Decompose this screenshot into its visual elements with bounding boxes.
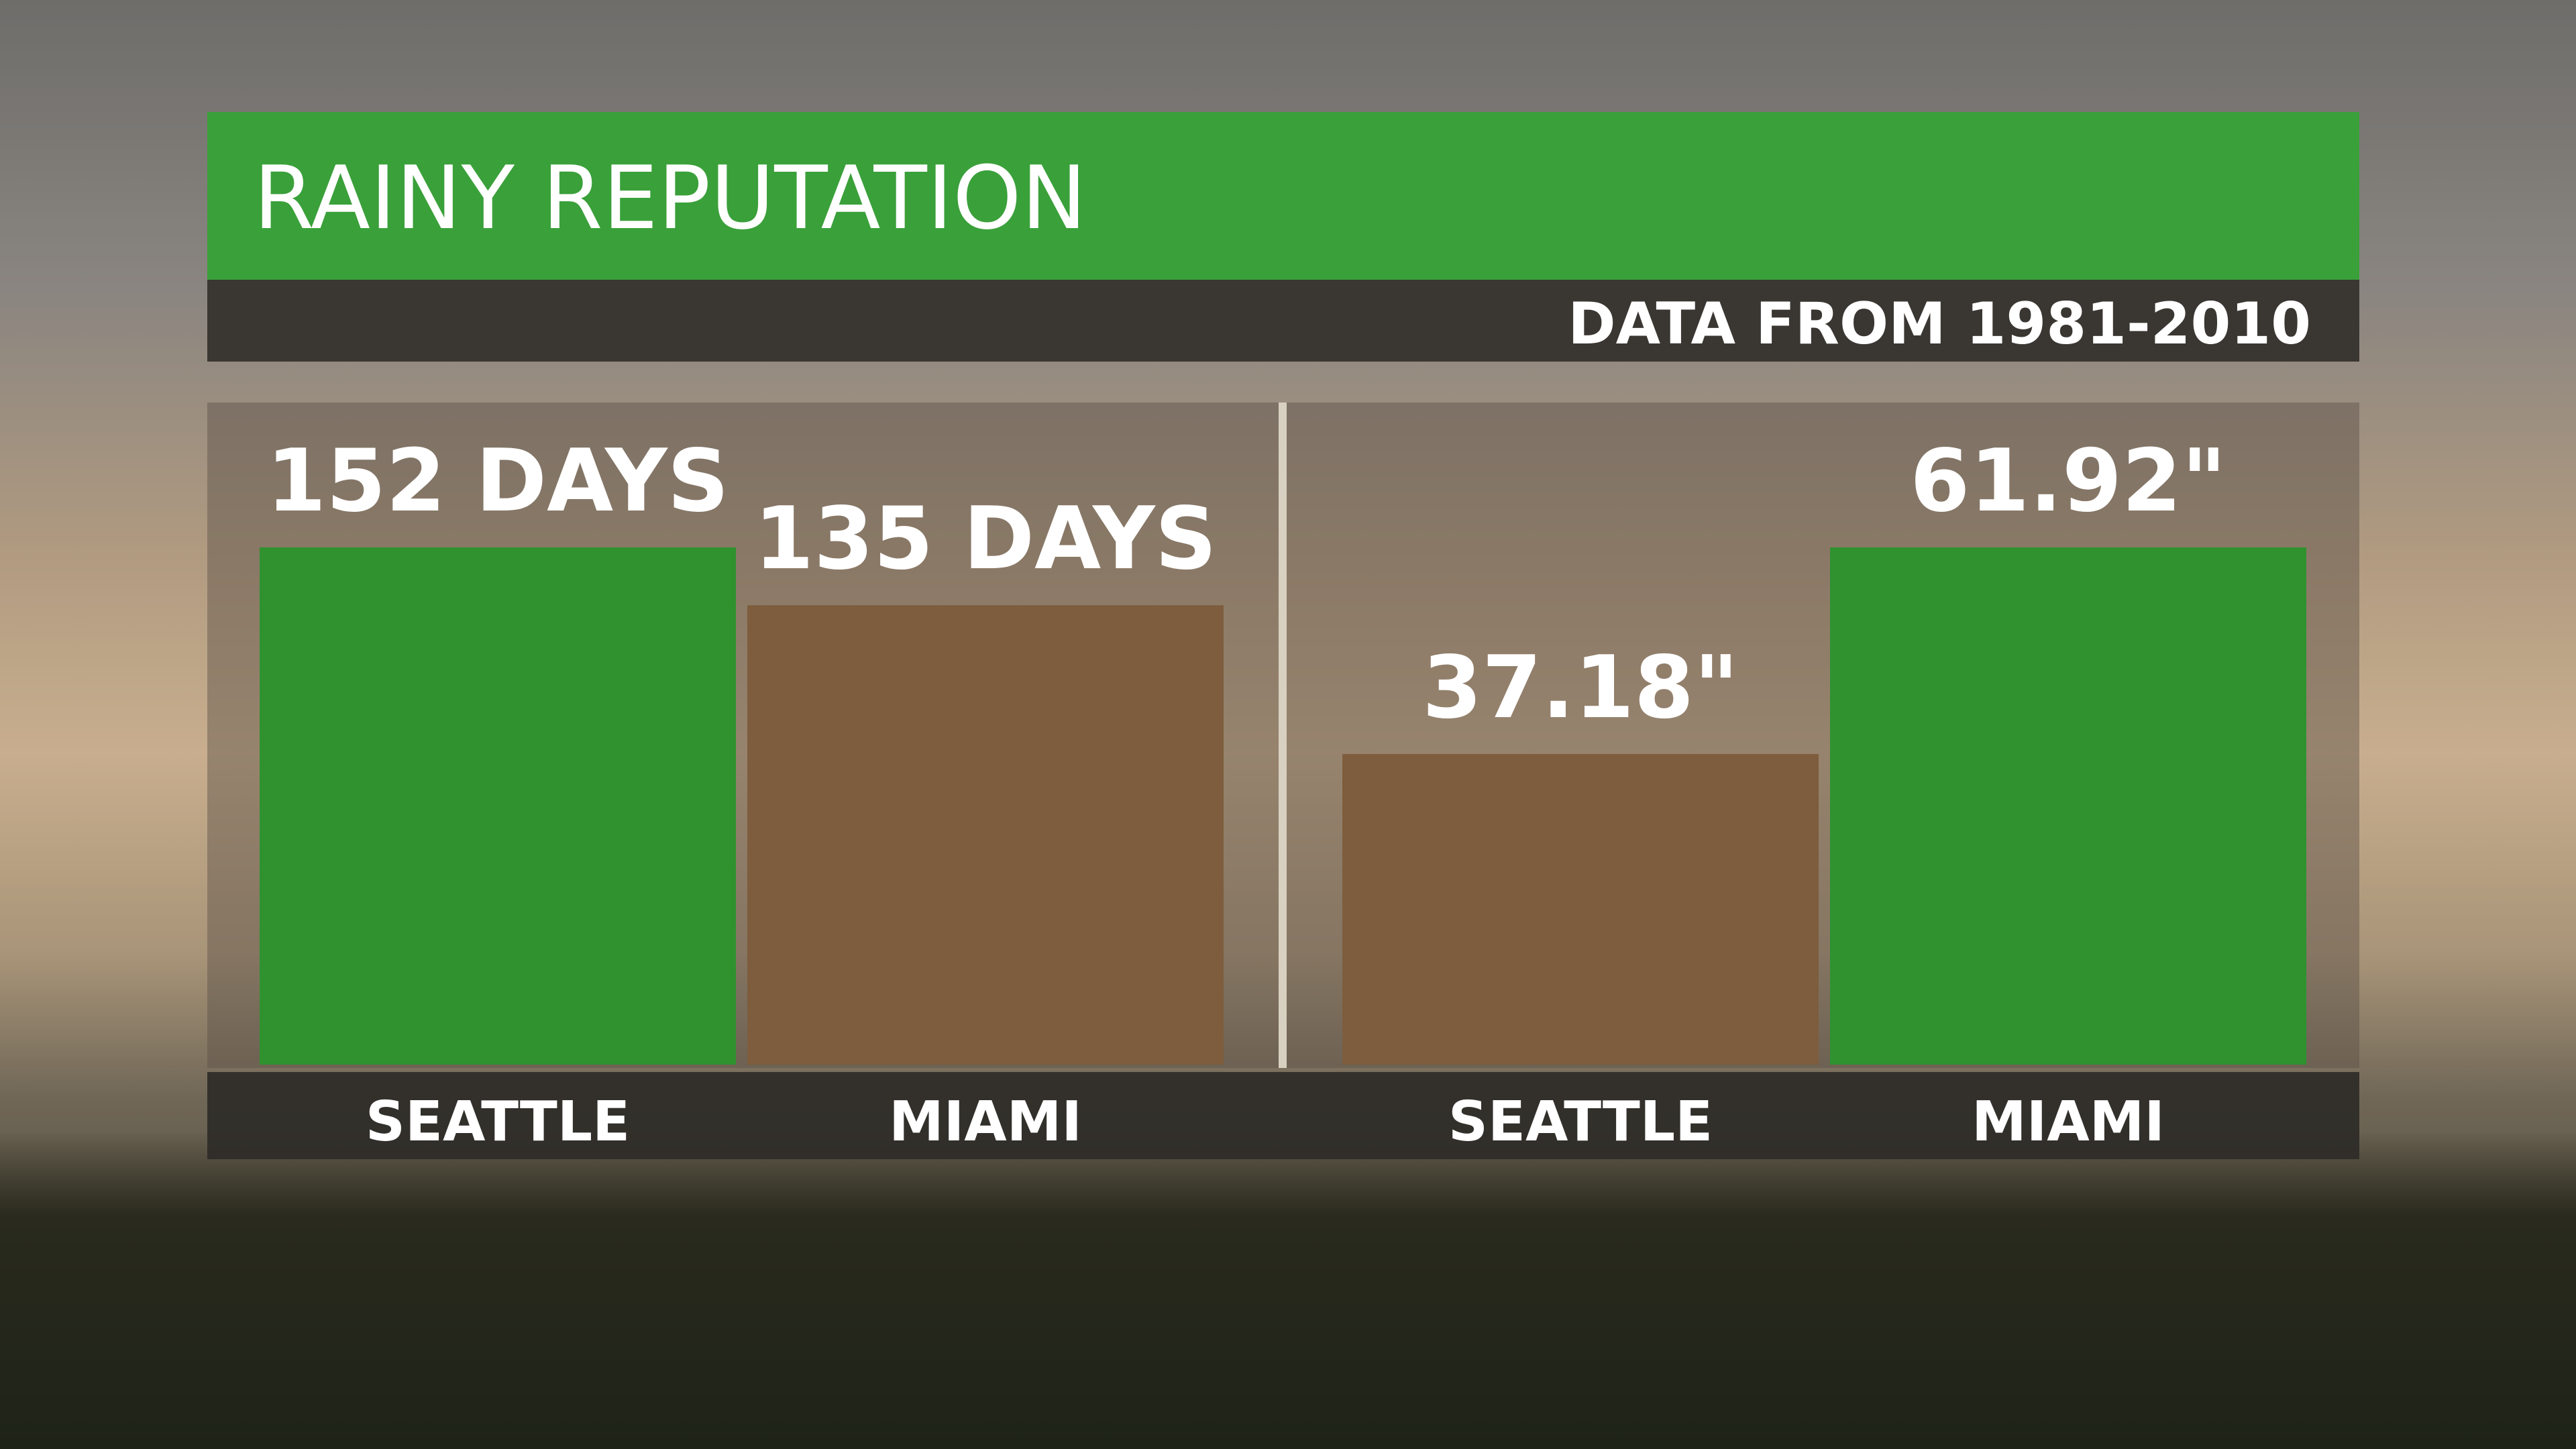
bar (260, 547, 736, 1065)
label-bar (207, 1072, 2359, 1159)
x-tick-label: MIAMI (889, 1090, 1082, 1154)
chart-subtitle: DATA FROM 1981-2010 (1568, 290, 2311, 358)
subtitle-bar (207, 280, 2359, 362)
bar (1830, 547, 2306, 1065)
divider (1279, 402, 1287, 1068)
x-tick-label: SEATTLE (1448, 1090, 1713, 1154)
title-bar (207, 112, 2359, 280)
chart-title: RAINY REPUTATION (254, 147, 1087, 249)
x-tick-label: MIAMI (1972, 1090, 2165, 1154)
x-tick-label: SEATTLE (366, 1090, 630, 1154)
value-label: 152 DAYS (266, 431, 729, 531)
value-label: 37.18" (1422, 638, 1739, 738)
value-label: 135 DAYS (754, 489, 1217, 589)
bar (747, 605, 1224, 1065)
value-label: 61.92" (1910, 431, 2226, 531)
bar (1342, 754, 1819, 1065)
